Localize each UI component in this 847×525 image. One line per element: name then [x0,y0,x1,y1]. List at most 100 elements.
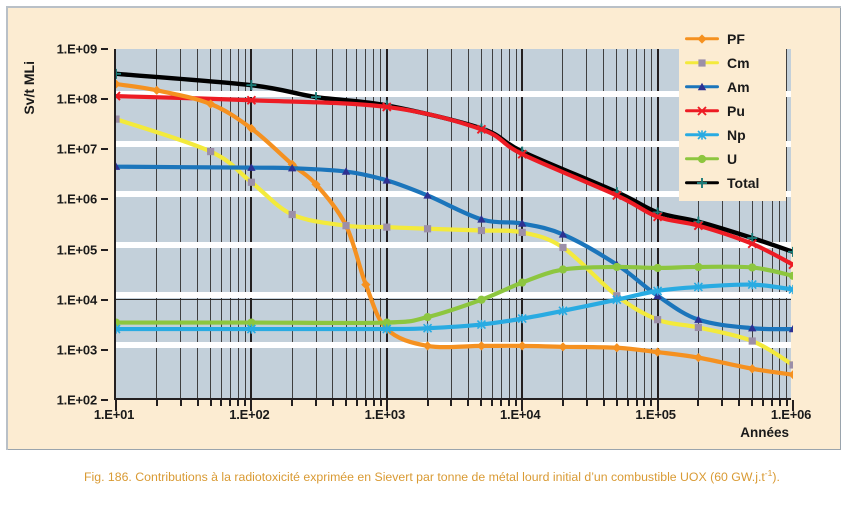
x-tick-mark [450,400,453,406]
vertical-gridline [627,49,629,398]
data-point-marker [246,324,256,334]
vertical-gridline [197,49,199,398]
x-tick-mark [500,400,503,406]
y-tick-mark [101,348,108,351]
vertical-gridline [365,49,367,398]
vertical-gridline [385,49,388,398]
data-point-marker [116,318,121,327]
figure-panel: Sv/t MLi 1.E+02 1.E+03 1.E+04 1.E+05 1.E+06 1… [6,6,841,450]
series-u [116,262,793,327]
x-tick-mark [467,400,470,406]
x-tick-mark [115,400,117,411]
x-tick-mark [643,400,646,406]
y-tick-label: 1.E+08 [56,91,98,107]
data-point-marker [517,149,527,159]
x-tick-mark [229,400,232,406]
vertical-gridline [721,49,723,398]
x-tick-mark [656,400,659,411]
data-point-marker [653,263,662,273]
legend-item-cm[interactable]: Cm [683,51,782,75]
x-tick-mark [751,400,754,406]
vertical-gridline [480,49,482,398]
y-tick-label: 1.E+04 [56,292,98,308]
vertical-gridline [636,49,638,398]
legend-swatch [683,150,721,168]
x-axis-title: Années [740,425,789,440]
legend-marker-triangle-icon [697,82,707,91]
y-tick-label: 1.E+07 [56,141,98,157]
x-tick-mark [250,400,253,411]
data-point-marker [288,210,296,219]
legend-item-np[interactable]: Np [683,123,782,147]
y-tick-label: 1.E+05 [56,242,98,258]
vertical-gridline [291,49,293,398]
data-point-marker [423,191,432,199]
data-point-marker [788,324,793,333]
legend-item-pu[interactable]: Pu [683,99,782,123]
legend: PF Cm Am Pu Np U Total [679,21,786,201]
data-point-marker [747,364,757,374]
legend-item-am[interactable]: Am [683,75,782,99]
x-tick-mark [761,400,764,406]
vertical-gridline [180,49,182,398]
data-point-marker [422,341,433,351]
vertical-gridline [220,49,222,398]
data-point-marker [788,246,793,257]
data-point-marker [558,342,568,352]
x-tick-mark [220,400,223,406]
y-tick-mark [101,198,108,201]
data-point-marker [788,271,793,280]
x-tick-label: 1.E+04 [500,407,541,422]
legend-swatch [683,126,721,144]
legend-item-total[interactable]: Total [683,171,782,195]
data-point-marker [558,306,568,316]
data-point-marker [697,82,707,91]
x-tick-mark [237,400,240,406]
x-tick-mark [635,400,638,406]
x-tick-mark [515,400,517,406]
data-point-marker [206,99,216,109]
legend-label: PF [727,31,745,47]
x-axis-ticks [115,400,794,412]
y-tick-mark [101,148,108,151]
x-tick-mark [179,400,182,406]
data-point-marker [788,284,793,295]
vertical-gridline [643,49,645,398]
legend-swatch [683,54,721,72]
data-point-marker [382,324,392,334]
data-point-marker [748,324,757,332]
horizontal-gridline [116,298,791,300]
vertical-gridline [738,49,740,398]
vertical-gridline [237,49,239,398]
data-point-marker [652,212,663,222]
vertical-gridline [603,49,605,398]
data-point-marker [694,315,703,323]
caption-line-2-post: ). [772,470,780,485]
plot-area [114,49,794,411]
data-point-marker [342,222,350,230]
x-tick-mark [778,400,781,406]
data-point-marker [477,226,486,235]
series-layer [116,68,793,380]
x-tick-mark [379,400,382,406]
data-point-marker [247,178,255,186]
legend-item-u[interactable]: U [683,147,782,171]
data-point-marker [653,347,663,357]
data-point-marker [247,163,256,171]
vertical-gridline [771,49,773,398]
data-point-marker [383,223,391,231]
data-point-marker [152,85,162,95]
data-point-marker [697,130,707,140]
legend-label: Am [727,79,750,95]
y-axis-labels: 1.E+02 1.E+03 1.E+04 1.E+05 1.E+06 1.E+07 1.E+… [7,42,108,408]
data-point-marker [789,361,793,369]
data-point-marker [476,341,487,351]
legend-item-pf[interactable]: PF [683,27,782,51]
caption-line-1: Fig. 186. Contributions à la radiotoxici… [84,470,581,485]
data-point-marker [654,316,662,324]
x-tick-mark [508,400,511,406]
horizontal-gridband [116,241,791,248]
vertical-gridline [762,49,764,398]
data-point-marker [698,59,706,67]
